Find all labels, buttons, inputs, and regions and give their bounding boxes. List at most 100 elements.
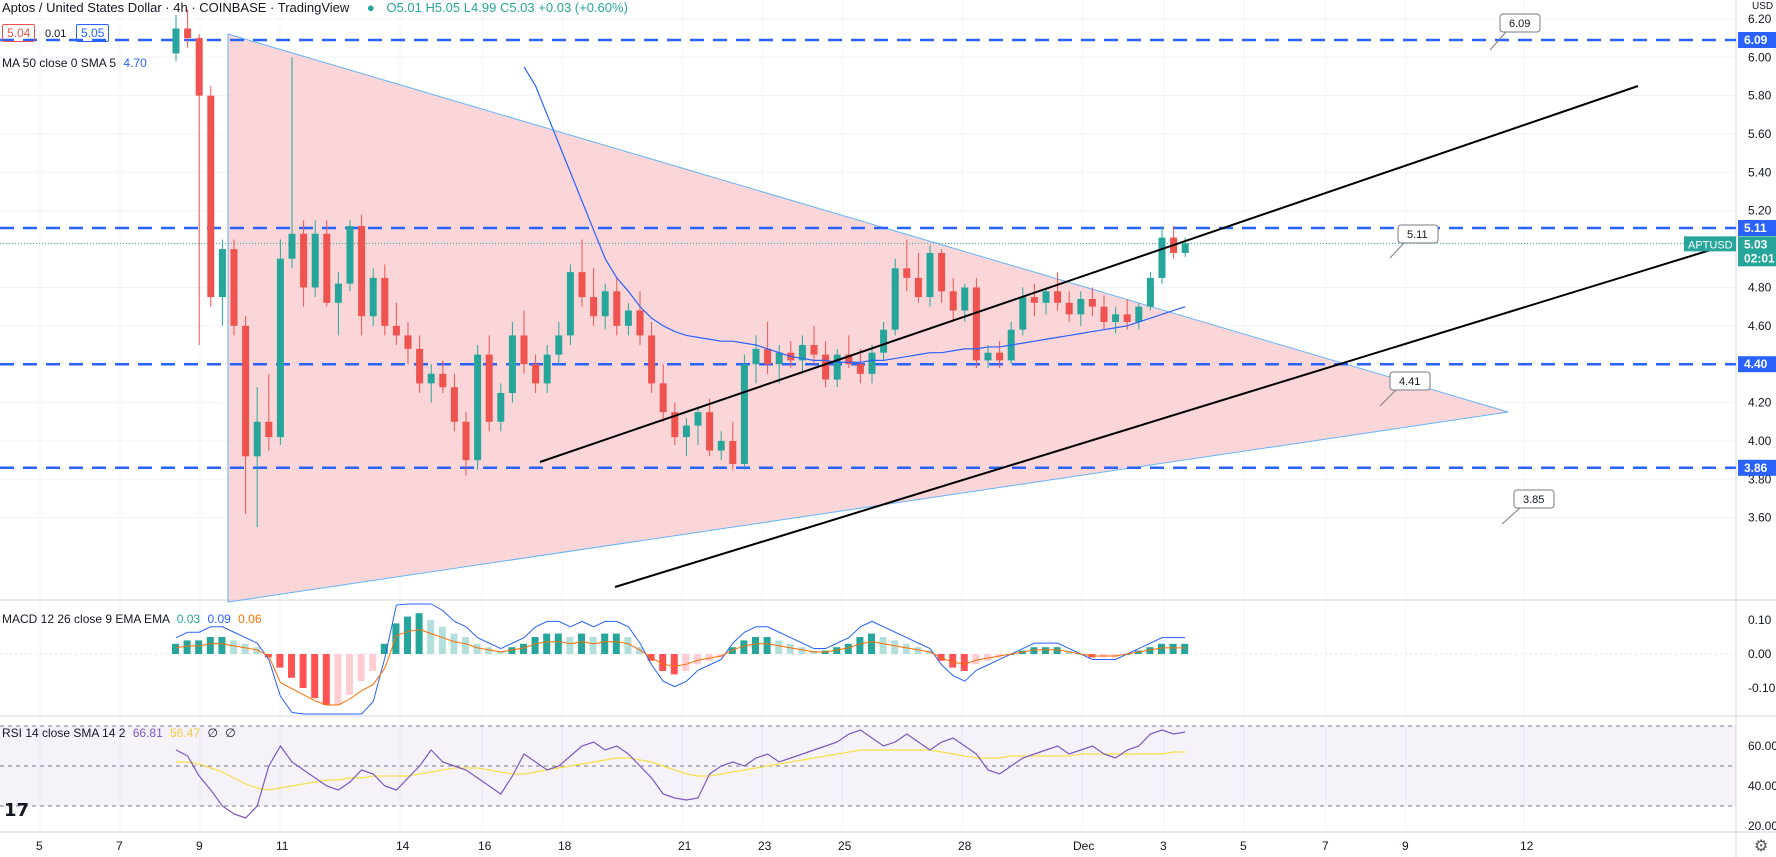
candle-body <box>1030 297 1038 303</box>
macd-bar <box>369 654 377 671</box>
rsi-pane <box>0 725 1736 819</box>
macd-bar <box>311 654 319 699</box>
time-tick-11: Dec <box>1073 839 1094 853</box>
candle-body <box>752 348 760 365</box>
badge-440: 4.40 <box>1744 357 1768 371</box>
macd-bar <box>473 643 481 654</box>
macd-legend: MACD 12 26 close 9 EMA EMA 0.03 0.09 0.0… <box>2 612 262 626</box>
candle-body <box>833 354 841 380</box>
candle-body <box>624 310 632 326</box>
candle-body <box>497 392 505 422</box>
buy-button[interactable]: 5.05 <box>76 24 110 42</box>
macd-bar <box>949 654 957 668</box>
candle-body <box>427 373 435 384</box>
price-tick-6: 4.80 <box>1748 280 1772 294</box>
price-callouts: 6.09 5.11 4.41 3.85 <box>1379 13 1555 525</box>
chart-header: Aptos / United States Dollar · 4h · COIN… <box>2 0 628 15</box>
macd-value: 0.09 <box>207 612 231 626</box>
macd-bar <box>404 616 411 654</box>
badge-current: 5.03 <box>1744 237 1768 251</box>
rsi-legend: RSI 14 close SMA 14 2 66.81 56.47 ∅ ∅ <box>2 726 236 740</box>
macd-bar <box>1169 643 1177 654</box>
macd-bar <box>450 633 458 654</box>
callout-box-1 <box>1397 224 1439 244</box>
ohlc-close: C5.03 <box>499 0 535 15</box>
rsi-value: 66.81 <box>132 726 163 740</box>
macd-bar <box>601 633 609 654</box>
badge-609-bg <box>1738 32 1776 48</box>
sell-button[interactable]: 5.04 <box>2 24 36 42</box>
macd-bar <box>253 647 261 654</box>
macd-pane <box>0 603 1736 715</box>
macd-bar <box>659 654 667 671</box>
candle-body <box>578 272 586 298</box>
candle-body <box>369 277 377 317</box>
time-tick-16: 12 <box>1520 839 1534 853</box>
candle-body <box>1019 297 1027 330</box>
candle-body <box>903 268 911 278</box>
badge-timer-bg <box>1738 250 1776 267</box>
rsi-extra-1: ∅ <box>207 726 218 740</box>
spread-value: 0.01 <box>44 28 67 40</box>
macd-bar <box>775 640 783 654</box>
macd-hist-value: 0.03 <box>176 612 201 626</box>
candle-body <box>671 412 679 438</box>
macd-bar <box>485 647 493 654</box>
callout-text-3: 3.85 <box>1523 494 1544 506</box>
macd-bar <box>902 643 910 654</box>
candle-body <box>636 310 644 336</box>
macd-bar <box>1042 647 1049 654</box>
settings-gear-icon[interactable]: ⚙ <box>1754 838 1769 855</box>
macd-bar <box>833 647 841 654</box>
candle-body <box>694 412 702 426</box>
macd-bar <box>844 643 852 654</box>
candle-body <box>764 348 772 365</box>
ma50-path <box>523 66 1186 363</box>
channel-upper-line <box>539 85 1639 463</box>
price-tick-0: 6.20 <box>1748 12 1772 26</box>
ohlc-open: O5.01 <box>386 0 422 15</box>
candle-body <box>566 272 574 336</box>
candle-body <box>938 252 946 292</box>
rsi-tick-1: 40.00 <box>1748 779 1776 793</box>
candle-body <box>984 352 992 361</box>
macd-bar <box>752 637 759 654</box>
time-tick-1: 7 <box>116 839 123 853</box>
candle-body <box>404 335 412 349</box>
macd-bar <box>415 613 423 654</box>
time-tick-0: 5 <box>36 839 43 853</box>
candle-body <box>300 233 308 288</box>
candle-body <box>462 421 470 461</box>
candle-body <box>1077 298 1085 315</box>
candle-body <box>207 95 215 298</box>
macd-bar <box>241 643 249 654</box>
macd-bar <box>879 637 887 654</box>
candle-body <box>914 277 922 298</box>
time-tick-10: 28 <box>958 839 972 853</box>
candle-body <box>601 291 609 317</box>
callout-box-0 <box>1499 13 1541 33</box>
callout-pointer-2 <box>1379 389 1397 407</box>
price-tick-7: 4.60 <box>1748 319 1772 333</box>
candle-body <box>682 425 690 438</box>
candle-body <box>880 329 888 353</box>
macd-bar <box>670 654 678 675</box>
macd-bar <box>195 640 203 654</box>
callout-pointer-1 <box>1389 242 1405 259</box>
candle-body <box>949 291 957 311</box>
macd-bar <box>276 654 284 668</box>
time-tick-13: 5 <box>1240 839 1247 853</box>
macd-bar <box>206 637 214 654</box>
candle-body <box>450 387 458 422</box>
candle-body <box>474 354 482 461</box>
candle-body <box>891 268 899 330</box>
macd-bar <box>543 633 551 654</box>
macd-bar <box>1181 643 1189 654</box>
macd-bar <box>172 643 179 654</box>
candle-body <box>381 277 389 326</box>
candle-body <box>195 38 203 96</box>
candle-body <box>810 345 818 355</box>
candle-body <box>1112 314 1120 322</box>
badge-386-bg <box>1738 459 1776 476</box>
